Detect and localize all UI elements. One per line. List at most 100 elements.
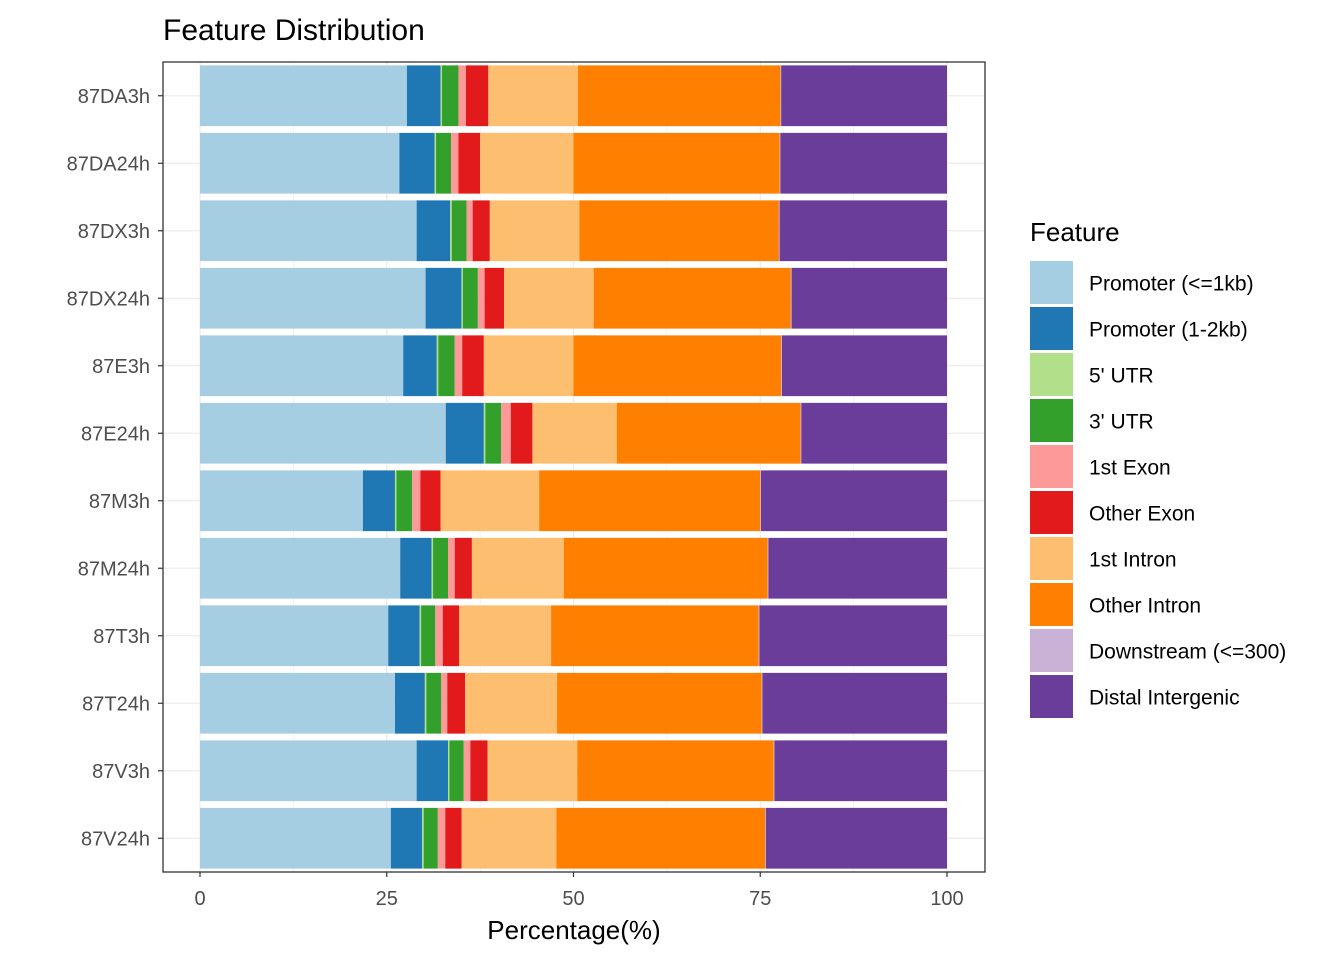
- bar-segment-87E24h-s3: [485, 402, 502, 464]
- bar-segment-87M24h-s6: [471, 537, 564, 599]
- bar-segment-87V24h-s4: [437, 807, 446, 869]
- bar-segment-87V24h-s1: [390, 807, 423, 869]
- bar-segment-87E3h-s8: [781, 335, 782, 397]
- bar-segment-87DA24h-s0: [200, 132, 400, 194]
- bar-segment-87E3h-s9: [781, 335, 947, 397]
- stacked-bars: [200, 65, 947, 869]
- bar-segment-87V3h-s9: [774, 740, 947, 802]
- bar-segment-87DX3h-s7: [579, 200, 779, 262]
- bar-segment-87M3h-s7: [539, 470, 761, 532]
- bar-segment-87M3h-s8: [760, 470, 761, 532]
- bar-segment-87DA24h-s1: [399, 132, 435, 194]
- x-tick-label: 25: [376, 888, 398, 910]
- bar-segment-87E3h-s6: [483, 335, 574, 397]
- x-tick-label: 0: [194, 888, 205, 910]
- bar-segment-87E3h-s7: [573, 335, 782, 397]
- legend-key: [1030, 399, 1073, 442]
- bar-segment-87DA3h-s0: [200, 65, 407, 127]
- bar-segment-87DA24h-s2: [434, 132, 437, 194]
- bar-segment-87T24h-s7: [557, 672, 762, 734]
- bar-segment-87DA24h-s9: [780, 132, 947, 194]
- bar-segment-87DA24h-s3: [436, 132, 451, 194]
- y-axis-ticks: 87DA3h 87DA24h 87DX3h 87DX24h 87E3h 87E24h 87M…: [67, 86, 163, 850]
- bar-segment-87DA3h-s1: [406, 65, 441, 127]
- bar-segment-87V3h-s1: [416, 740, 449, 802]
- bar-segment-87T3h-s5: [442, 605, 460, 667]
- bar-segment-87DX3h-s0: [200, 200, 417, 262]
- bar-segment-87E3h-s4: [454, 335, 463, 397]
- legend: Promoter (<=1kb) Promoter (1-2kb) 5' UTR 3'…: [1030, 261, 1286, 718]
- bar-segment-87V24h-s6: [461, 807, 557, 869]
- bar-segment-87V3h-s7: [577, 740, 774, 802]
- bar-segment-87M24h-s5: [454, 537, 472, 599]
- x-tick-label: 100: [930, 888, 963, 910]
- bar-segment-87E24h-s1: [445, 402, 484, 464]
- bar-segment-87E24h-s7: [616, 402, 801, 464]
- y-tick-label: 87T24h: [82, 693, 150, 715]
- bar-segment-87DA3h-s4: [458, 65, 466, 127]
- bar-segment-87DX24h-s2: [461, 267, 463, 329]
- bar-segment-87T24h-s1: [394, 672, 425, 734]
- bar-segment-87M24h-s0: [200, 537, 401, 599]
- bar-segment-87DX3h-s3: [451, 200, 467, 262]
- bar-segment-87V24h-s5: [445, 807, 462, 869]
- bar-segment-87DX3h-s8: [778, 200, 780, 262]
- legend-label: 1st Intron: [1089, 549, 1177, 572]
- legend-title: Feature: [1030, 217, 1120, 247]
- x-axis-title: Percentage(%): [487, 915, 660, 945]
- bar-segment-87T3h-s7: [551, 605, 759, 667]
- bar-segment-87M24h-s3: [433, 537, 449, 599]
- bar-segment-87T3h-s1: [388, 605, 420, 667]
- bar-segment-87M3h-s3: [396, 470, 413, 532]
- y-tick-label: 87T3h: [93, 626, 150, 648]
- y-tick-label: 87DA24h: [67, 153, 150, 175]
- bar-segment-87T24h-s8: [761, 672, 763, 734]
- bar-segment-87V3h-s8: [773, 740, 775, 802]
- legend-key: [1030, 675, 1073, 718]
- bar-segment-87M3h-s1: [362, 470, 395, 532]
- bar-segment-87T24h-s6: [465, 672, 558, 734]
- bar-segment-87DX24h-s1: [425, 267, 462, 329]
- bar-segment-87DA3h-s8: [780, 65, 782, 127]
- bar-segment-87V24h-s3: [423, 807, 438, 869]
- bar-segment-87M3h-s5: [420, 470, 441, 532]
- bar-segment-87E3h-s5: [462, 335, 484, 397]
- legend-key: [1030, 583, 1073, 626]
- chart-title: Feature Distribution: [163, 14, 425, 47]
- bar-segment-87T24h-s9: [762, 672, 947, 734]
- bar-segment-87V24h-s7: [556, 807, 766, 869]
- bar-segment-87M24h-s9: [768, 537, 947, 599]
- y-tick-label: 87DX3h: [78, 221, 150, 243]
- bar-segment-87E3h-s3: [438, 335, 455, 397]
- bar-segment-87M3h-s6: [440, 470, 540, 532]
- bar-segment-87T24h-s2: [424, 672, 427, 734]
- bar-segment-87DA3h-s5: [465, 65, 489, 127]
- bar-segment-87DA24h-s5: [458, 132, 481, 194]
- bar-segment-87V3h-s2: [448, 740, 450, 802]
- bar-segment-87DA3h-s9: [781, 65, 947, 127]
- bar-segment-87DX3h-s6: [489, 200, 580, 262]
- bar-segment-87E3h-s1: [403, 335, 437, 397]
- bar-segment-87V24h-s0: [200, 807, 391, 869]
- legend-label: Other Intron: [1089, 595, 1201, 618]
- y-tick-label: 87E24h: [81, 423, 150, 445]
- bar-segment-87DA3h-s2: [440, 65, 443, 127]
- bar-segment-87DX3h-s9: [779, 200, 947, 262]
- bar-segment-87DX24h-s5: [484, 267, 505, 329]
- legend-label: Other Exon: [1089, 503, 1195, 526]
- legend-key: [1030, 353, 1073, 396]
- legend-label: 5' UTR: [1089, 365, 1154, 388]
- bar-segment-87T24h-s5: [447, 672, 466, 734]
- bar-segment-87M24h-s7: [563, 537, 768, 599]
- legend-key: [1030, 537, 1073, 580]
- bar-segment-87DX3h-s1: [416, 200, 451, 262]
- bar-segment-87E3h-s0: [200, 335, 404, 397]
- bar-segment-87T3h-s0: [200, 605, 389, 667]
- bar-segment-87DX3h-s2: [450, 200, 452, 262]
- bar-segment-87V3h-s0: [200, 740, 417, 802]
- bar-segment-87T3h-s9: [759, 605, 947, 667]
- legend-key: [1030, 445, 1073, 488]
- bar-segment-87E3h-s2: [436, 335, 439, 397]
- bar-segment-87DX24h-s7: [593, 267, 791, 329]
- bar-segment-87DX3h-s5: [472, 200, 490, 262]
